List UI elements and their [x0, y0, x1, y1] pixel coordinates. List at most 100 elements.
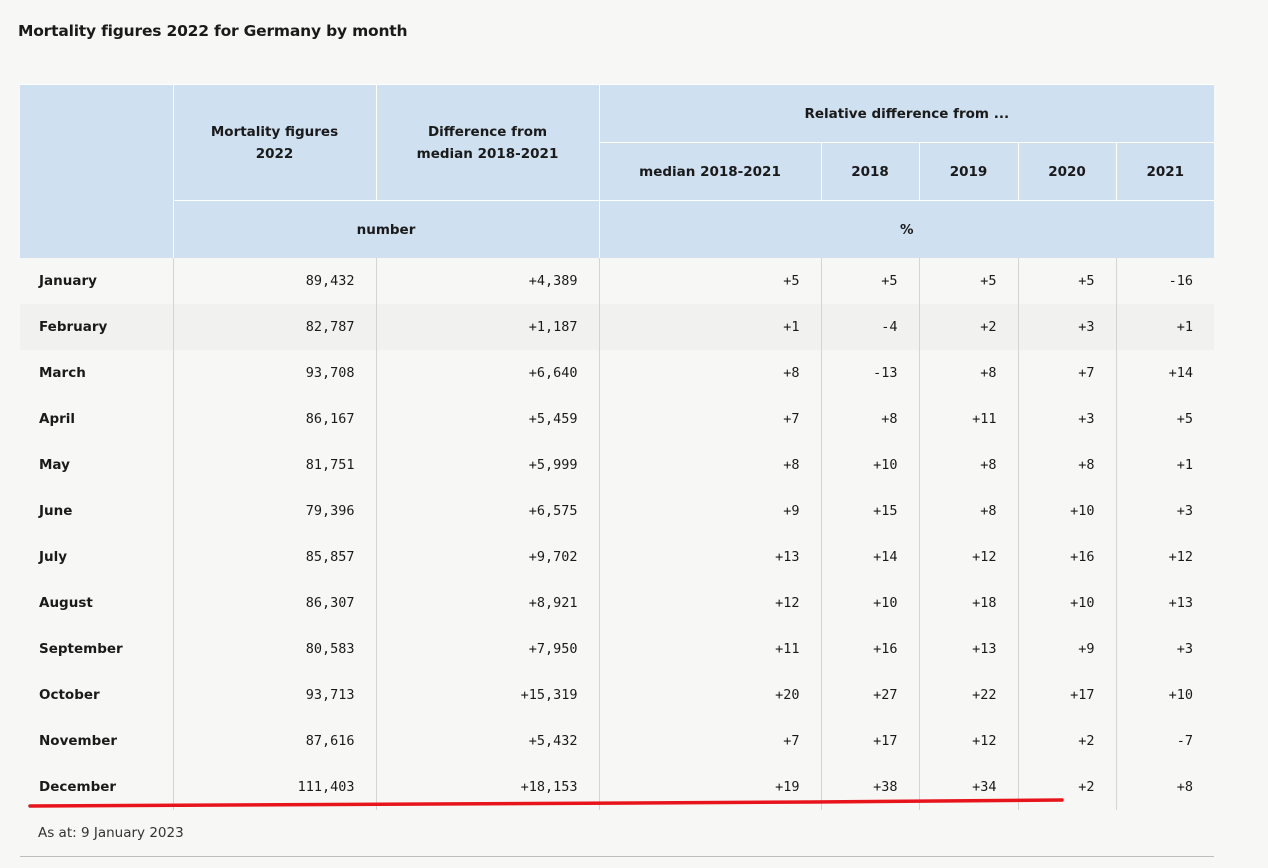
- header-rel-2019: 2019: [918, 142, 1018, 201]
- rel-2020-cell: +2: [1017, 764, 1116, 810]
- rel-2020-cell: +2: [1017, 718, 1116, 764]
- mortality-cell: 79,396: [172, 488, 376, 534]
- mortality-table: Mortality figures 2022 Difference from m…: [20, 84, 1215, 810]
- header-mortality-line2: 2022: [255, 145, 294, 162]
- mortality-cell: 93,713: [172, 672, 376, 718]
- table-row: September 80,583 +7,950 +11 +16 +13 +9 +3: [20, 626, 1215, 672]
- table-row: June 79,396 +6,575 +9 +15 +8 +10 +3: [20, 488, 1215, 534]
- difference-cell: +9,702: [375, 534, 599, 580]
- rel-2021-cell: +5: [1115, 396, 1215, 442]
- month-cell: June: [39, 503, 73, 519]
- rel-2018-cell: +17: [820, 718, 919, 764]
- rel-2019-cell: +18: [918, 580, 1018, 626]
- rel-2021-cell: +3: [1115, 626, 1215, 672]
- rel-2020-cell: +10: [1017, 580, 1116, 626]
- rel-2019-cell: +8: [918, 350, 1018, 396]
- mortality-cell: 80,583: [172, 626, 376, 672]
- rel-2019-cell: +8: [918, 488, 1018, 534]
- rel-median-cell: +9: [598, 488, 821, 534]
- rel-median-cell: +20: [598, 672, 821, 718]
- month-cell: July: [39, 549, 68, 565]
- rel-2020-cell: +3: [1017, 396, 1116, 442]
- header-mortality-figures: Mortality figures 2022: [172, 84, 376, 201]
- rel-2021-cell: +8: [1115, 764, 1215, 810]
- header-mortality-line1: Mortality figures: [210, 123, 339, 140]
- rel-median-cell: +11: [598, 626, 821, 672]
- header-unit-number: number: [172, 200, 599, 258]
- rel-median-cell: +12: [598, 580, 821, 626]
- table-row: April 86,167 +5,459 +7 +8 +11 +3 +5: [20, 396, 1215, 442]
- rel-2018-cell: +27: [820, 672, 919, 718]
- header-unit-percent: %: [598, 200, 1215, 258]
- month-cell: January: [39, 273, 97, 289]
- difference-cell: +5,432: [375, 718, 599, 764]
- header-corner-cell: [20, 84, 173, 258]
- mortality-cell: 81,751: [172, 442, 376, 488]
- rel-2019-cell: +5: [918, 258, 1018, 304]
- rel-2021-cell: +1: [1115, 304, 1215, 350]
- month-cell: March: [39, 365, 86, 381]
- rel-2021-cell: -7: [1115, 718, 1215, 764]
- table-row: February 82,787 +1,187 +1 -4 +2 +3 +1: [20, 304, 1215, 350]
- as-at-footnote: As at: 9 January 2023: [38, 825, 184, 841]
- difference-cell: +5,999: [375, 442, 599, 488]
- header-rel-median: median 2018-2021: [598, 142, 821, 201]
- difference-cell: +5,459: [375, 396, 599, 442]
- month-cell: February: [20, 304, 173, 350]
- difference-cell: +4,389: [375, 258, 599, 304]
- mortality-cell: 111,403: [172, 764, 376, 810]
- table-row: December 111,403 +18,153 +19 +38 +34 +2 +8: [20, 764, 1215, 810]
- rel-2021-cell: +13: [1115, 580, 1215, 626]
- header-difference-from-median: Difference from median 2018-2021: [375, 84, 599, 201]
- difference-cell: +15,319: [375, 672, 599, 718]
- rel-2019-cell: +8: [918, 442, 1018, 488]
- month-cell: August: [39, 595, 93, 611]
- mortality-cell: 89,432: [172, 258, 376, 304]
- header-relative-difference-group: Relative difference from ...: [598, 84, 1215, 143]
- mortality-cell: 85,857: [172, 534, 376, 580]
- rel-2018-cell: +16: [820, 626, 919, 672]
- rel-median-cell: +8: [598, 350, 821, 396]
- header-diff-line1: Difference from: [427, 123, 548, 140]
- month-cell: December: [39, 779, 117, 795]
- mortality-cell: 86,307: [172, 580, 376, 626]
- rel-2021-cell: +1: [1115, 442, 1215, 488]
- rel-2018-cell: +5: [820, 258, 919, 304]
- rel-median-cell: +5: [598, 258, 821, 304]
- rel-2019-cell: +11: [918, 396, 1018, 442]
- rel-2021-cell: +3: [1115, 488, 1215, 534]
- rel-median-cell: +7: [598, 396, 821, 442]
- difference-cell: +6,640: [375, 350, 599, 396]
- rel-2020-cell: +3: [1017, 304, 1116, 350]
- rel-2019-cell: +22: [918, 672, 1018, 718]
- mortality-cell: 82,787: [172, 304, 376, 350]
- rel-2018-cell: +10: [820, 442, 919, 488]
- month-cell: April: [39, 411, 76, 427]
- header-rel-2020: 2020: [1017, 142, 1116, 201]
- rel-2018-cell: -4: [820, 304, 919, 350]
- difference-cell: +8,921: [375, 580, 599, 626]
- rel-2019-cell: +12: [918, 718, 1018, 764]
- rel-2021-cell: +14: [1115, 350, 1215, 396]
- header-rel-2018: 2018: [820, 142, 919, 201]
- difference-cell: +1,187: [375, 304, 599, 350]
- rel-2021-cell: -16: [1115, 258, 1215, 304]
- rel-median-cell: +13: [598, 534, 821, 580]
- rel-2018-cell: -13: [820, 350, 919, 396]
- rel-2019-cell: +12: [918, 534, 1018, 580]
- rel-2018-cell: +10: [820, 580, 919, 626]
- rel-median-cell: +7: [598, 718, 821, 764]
- mortality-cell: 93,708: [172, 350, 376, 396]
- table-row: January 89,432 +4,389 +5 +5 +5 +5 -16: [20, 258, 1215, 304]
- rel-2021-cell: +10: [1115, 672, 1215, 718]
- table-header: Mortality figures 2022 Difference from m…: [20, 84, 1215, 258]
- bottom-divider: [20, 856, 1214, 857]
- rel-median-cell: +1: [598, 304, 821, 350]
- rel-2021-cell: +12: [1115, 534, 1215, 580]
- month-cell: October: [39, 687, 100, 703]
- month-cell: September: [39, 641, 123, 657]
- month-cell: May: [39, 457, 70, 473]
- rel-2019-cell: +34: [918, 764, 1018, 810]
- rel-median-cell: +19: [598, 764, 821, 810]
- table-row: May 81,751 +5,999 +8 +10 +8 +8 +1: [20, 442, 1215, 488]
